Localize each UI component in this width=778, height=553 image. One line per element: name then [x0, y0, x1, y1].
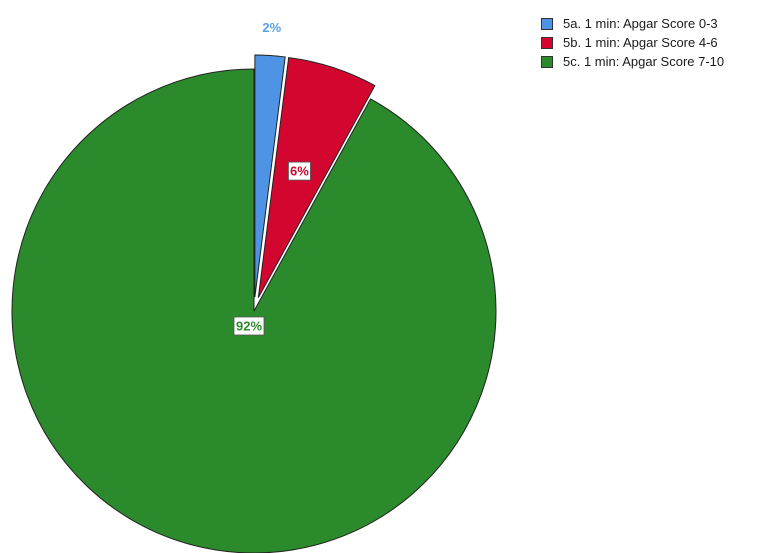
data-label-box-apgar-4-6: [288, 161, 311, 181]
data-label-group-apgar-0-3: 2%: [262, 20, 281, 35]
pie-slices: [11, 54, 497, 553]
data-label-box-apgar-7-10: [233, 316, 265, 336]
pie-slice-apgar-4-6: [257, 57, 376, 298]
legend-item-apgar-4-6: 5b. 1 min: Apgar Score 4-6: [541, 33, 724, 52]
pie-slice-apgar-7-10: [11, 68, 497, 553]
data-label-apgar-0-3: 2%: [262, 20, 281, 35]
legend-label-apgar-0-3: 5a. 1 min: Apgar Score 0-3: [563, 16, 718, 31]
legend: 5a. 1 min: Apgar Score 0-3 5b. 1 min: Ap…: [541, 14, 724, 71]
data-label-group-apgar-7-10: 92%: [233, 316, 265, 336]
data-label-apgar-4-6: 6%: [290, 164, 309, 179]
legend-swatch-apgar-4-6: [541, 36, 553, 49]
legend-swatch-apgar-7-10: [541, 55, 553, 68]
legend-label-apgar-7-10: 5c. 1 min: Apgar Score 7-10: [563, 54, 725, 69]
legend-item-apgar-0-3: 5a. 1 min: Apgar Score 0-3: [541, 14, 724, 33]
legend-label-apgar-4-6: 5b. 1 min: Apgar Score 4-6: [563, 35, 718, 50]
legend-item-apgar-7-10: 5c. 1 min: Apgar Score 7-10: [541, 52, 724, 71]
data-label-group-apgar-4-6: 6%: [288, 161, 311, 181]
pie-data-labels: 2% 6% 92%: [233, 20, 311, 336]
legend-swatch-apgar-0-3: [541, 17, 553, 30]
data-label-apgar-7-10: 92%: [236, 319, 262, 334]
pie-slice-apgar-0-3: [254, 54, 286, 298]
